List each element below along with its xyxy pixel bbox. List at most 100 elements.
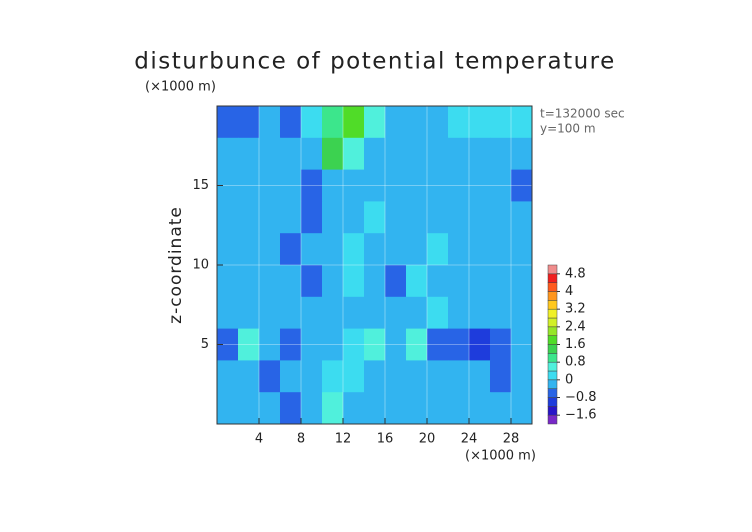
colorbar-box	[547, 308, 558, 319]
heat-cell	[490, 360, 512, 393]
heat-cell	[301, 392, 323, 425]
heat-cell	[238, 265, 260, 298]
heat-cell	[322, 296, 344, 330]
heat-cell	[448, 360, 470, 393]
heat-cell	[385, 392, 407, 425]
colorbar-box	[547, 282, 558, 292]
heat-cell	[364, 169, 386, 202]
heat-cell	[406, 296, 428, 330]
colorbar-box	[547, 406, 558, 416]
heat-cell	[301, 169, 323, 202]
colorbar-label: 2.4	[565, 319, 586, 334]
heat-cell	[259, 169, 281, 202]
heat-cell	[343, 137, 365, 171]
heat-cell	[511, 360, 533, 393]
colorbar-box	[547, 353, 558, 363]
heat-cell	[385, 106, 407, 139]
colorbar-label: 0	[565, 372, 573, 387]
heat-cell	[322, 169, 344, 202]
heat-cell	[427, 233, 449, 266]
heat-cell	[259, 328, 281, 361]
heat-cell	[322, 328, 344, 361]
colorbar-box	[547, 370, 558, 381]
colorbar-label: 4.8	[565, 266, 586, 281]
heat-cell	[259, 265, 281, 298]
x-tick-label: 24	[461, 432, 478, 447]
heat-cell	[448, 328, 470, 361]
colorbar-label: 4	[565, 284, 573, 299]
colorbar-label: −0.8	[565, 390, 597, 405]
colorbar-label: 3.2	[565, 302, 586, 317]
colorbar-box	[547, 300, 558, 310]
heat-cell	[469, 265, 491, 298]
heat-cell	[343, 328, 365, 361]
heat-cell	[406, 328, 428, 361]
heat-cell	[385, 328, 407, 361]
heat-cell	[511, 106, 533, 139]
chart-title: disturbunce of potential temperature	[134, 49, 616, 75]
heat-cell	[280, 265, 302, 298]
heat-cell	[217, 233, 239, 266]
heat-cell	[427, 392, 449, 425]
heat-cell	[301, 265, 323, 298]
heat-cell	[490, 106, 512, 139]
heat-cell	[217, 106, 239, 139]
heat-cell	[406, 233, 428, 266]
heat-cell	[280, 169, 302, 202]
heat-cell	[406, 265, 428, 298]
colorbar-box	[547, 335, 558, 345]
heat-cell	[322, 201, 344, 234]
heat-cell	[469, 137, 491, 171]
heat-cell	[469, 360, 491, 393]
heat-cell	[280, 201, 302, 234]
heat-cell	[427, 360, 449, 393]
heat-cell	[511, 328, 533, 361]
y-tick-label: 5	[201, 337, 209, 352]
heat-cell	[490, 265, 512, 298]
x-tick-label: 4	[255, 432, 263, 447]
heat-cell	[238, 201, 260, 234]
colorbar-box	[547, 264, 558, 275]
y-axis-label: z-coordinate	[166, 206, 186, 324]
heat-cell	[217, 265, 239, 298]
x-tick-label: 12	[335, 432, 352, 447]
heat-cell	[427, 201, 449, 234]
heat-cell	[490, 296, 512, 330]
x-tick-label: 28	[503, 432, 520, 447]
heat-cell	[238, 360, 260, 393]
heat-cell	[280, 106, 302, 139]
heat-cell	[343, 169, 365, 202]
heat-cell	[259, 137, 281, 171]
heat-cell	[364, 201, 386, 234]
heat-cell	[280, 233, 302, 266]
heat-cell	[448, 265, 470, 298]
heat-cell	[469, 296, 491, 330]
heat-cell	[364, 392, 386, 425]
heat-cell	[364, 233, 386, 266]
heat-cell	[385, 296, 407, 330]
colorbar-box	[547, 397, 558, 407]
heat-cell	[217, 328, 239, 361]
heat-cell	[406, 137, 428, 171]
heat-cell	[322, 360, 344, 393]
heat-cell	[217, 137, 239, 171]
heat-cell	[343, 201, 365, 234]
annotation: y=100 m	[540, 122, 596, 136]
colorbar-box	[547, 379, 558, 389]
heat-cell	[217, 169, 239, 202]
x-tick-label: 8	[297, 432, 305, 447]
heat-cell	[259, 392, 281, 425]
heat-cell	[406, 392, 428, 425]
heat-cell	[511, 296, 533, 330]
heat-cell	[343, 296, 365, 330]
heat-cell	[385, 233, 407, 266]
heat-cell	[259, 296, 281, 330]
heat-cell	[238, 296, 260, 330]
heat-cell	[490, 392, 512, 425]
heat-cell	[259, 106, 281, 139]
heat-cell	[322, 392, 344, 425]
heat-cell	[364, 360, 386, 393]
y-tick-label: 15	[192, 178, 209, 193]
